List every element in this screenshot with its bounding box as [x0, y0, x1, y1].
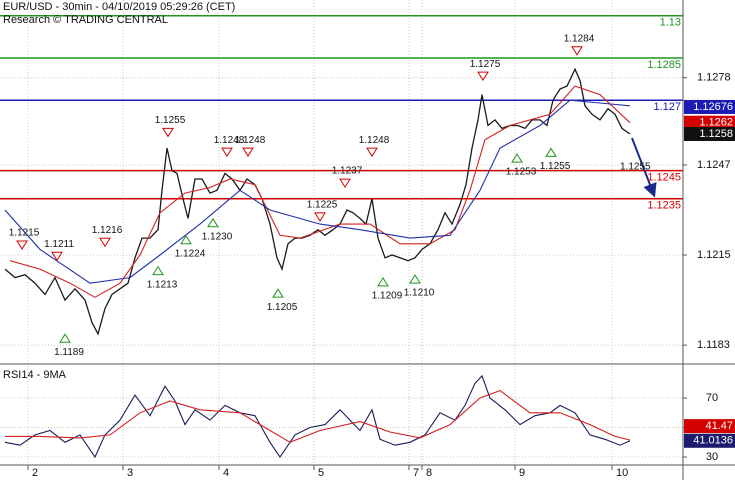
trough-label: 1.1255 — [540, 161, 571, 172]
value-box — [684, 419, 735, 434]
value-box-label: 1.1258 — [699, 128, 733, 140]
value-box — [684, 126, 735, 141]
trough-label: 1.1213 — [147, 279, 178, 290]
trough-marker — [272, 288, 284, 298]
trough-marker — [545, 147, 557, 157]
plot-layer — [0, 0, 683, 465]
value-box — [684, 433, 735, 448]
trough-label: 1.1253 — [506, 167, 537, 178]
value-box-label: 1.12676 — [693, 101, 733, 113]
x-tick-label: 2 — [32, 467, 38, 479]
y-tick-label: 30 — [706, 451, 718, 463]
series-line — [5, 389, 631, 443]
series-line — [9, 85, 631, 298]
x-tick-label: 9 — [519, 467, 525, 479]
value-box-label: 41.47 — [705, 420, 733, 432]
trough-marker — [59, 333, 71, 343]
y-tick-label: 1.1215 — [697, 249, 731, 261]
peak-label: 1.1248 — [359, 135, 390, 146]
value-box-label: 1.1262 — [699, 117, 733, 129]
x-tick-label: 8 — [426, 467, 432, 479]
trough-marker — [409, 274, 421, 284]
x-tick-label: 4 — [223, 467, 229, 479]
trough-marker — [377, 276, 389, 287]
peak-marker — [477, 71, 489, 82]
rsi-title: RSI14 - 9MA — [3, 369, 67, 381]
projection-arrow — [631, 137, 657, 198]
x-tick-label: 3 — [127, 467, 133, 479]
trough-marker — [152, 265, 164, 276]
peak-label: 1.1275 — [470, 59, 501, 70]
level-label: 1.13 — [660, 17, 681, 29]
y-tick-label: 70 — [706, 392, 718, 404]
peak-label: 1.1216 — [92, 225, 123, 236]
peak-label: 1.1248 — [214, 135, 245, 146]
peak-label: 1.1255 — [155, 115, 186, 126]
x-tick-label: 5 — [318, 467, 324, 479]
y-tick-label: 1.1183 — [697, 339, 730, 351]
y-tick-label: 1.1247 — [697, 159, 731, 171]
peak-label: 1.1248 — [235, 135, 266, 146]
peak-marker — [162, 127, 174, 138]
level-label: 1.1235 — [647, 200, 681, 212]
peak-marker — [571, 46, 583, 56]
trough-label: 1.1209 — [372, 291, 403, 302]
peak-marker — [242, 147, 254, 158]
peak-label: 1.1284 — [564, 33, 595, 44]
value-box — [684, 99, 735, 114]
trough-marker — [180, 234, 192, 245]
trough-marker — [511, 153, 523, 163]
series-line — [4, 67, 631, 336]
trough-marker — [207, 217, 219, 228]
series-line — [4, 374, 631, 459]
trough-label: 1.1230 — [202, 231, 233, 242]
series-line — [4, 99, 631, 284]
y-tick-label: 1.1278 — [697, 72, 731, 84]
value-box — [684, 115, 735, 130]
chart-subtitle: Research © TRADING CENTRAL — [3, 14, 168, 26]
trough-label: 1.1205 — [267, 302, 298, 313]
peak-marker — [221, 147, 233, 158]
level-label: 1.1285 — [647, 59, 681, 71]
trough-label: 1.1224 — [175, 248, 206, 259]
trough-label: 1.1189 — [54, 347, 84, 358]
peak-marker — [366, 147, 378, 158]
peak-label: 1.1211 — [44, 239, 74, 250]
x-tick-label: 10 — [616, 467, 628, 479]
x-tick-label: 7 — [413, 467, 419, 479]
projection-label: 1.1255 — [620, 162, 651, 173]
level-label: 1.1245 — [647, 171, 681, 183]
peak-label: 1.1237 — [332, 166, 363, 177]
peak-marker — [99, 237, 111, 248]
level-label: 1.127 — [653, 101, 681, 113]
peak-marker — [16, 240, 28, 250]
value-box-label: 41.0136 — [693, 435, 733, 447]
peak-marker — [314, 212, 326, 222]
chart-title: EUR/USD - 30min - 04/10/2019 05:29:26 (C… — [3, 1, 235, 13]
peak-label: 1.1215 — [9, 228, 40, 239]
peak-label: 1.1225 — [307, 200, 338, 211]
peak-marker — [51, 251, 63, 262]
peak-marker — [339, 178, 351, 189]
trough-label: 1.1210 — [404, 288, 435, 299]
